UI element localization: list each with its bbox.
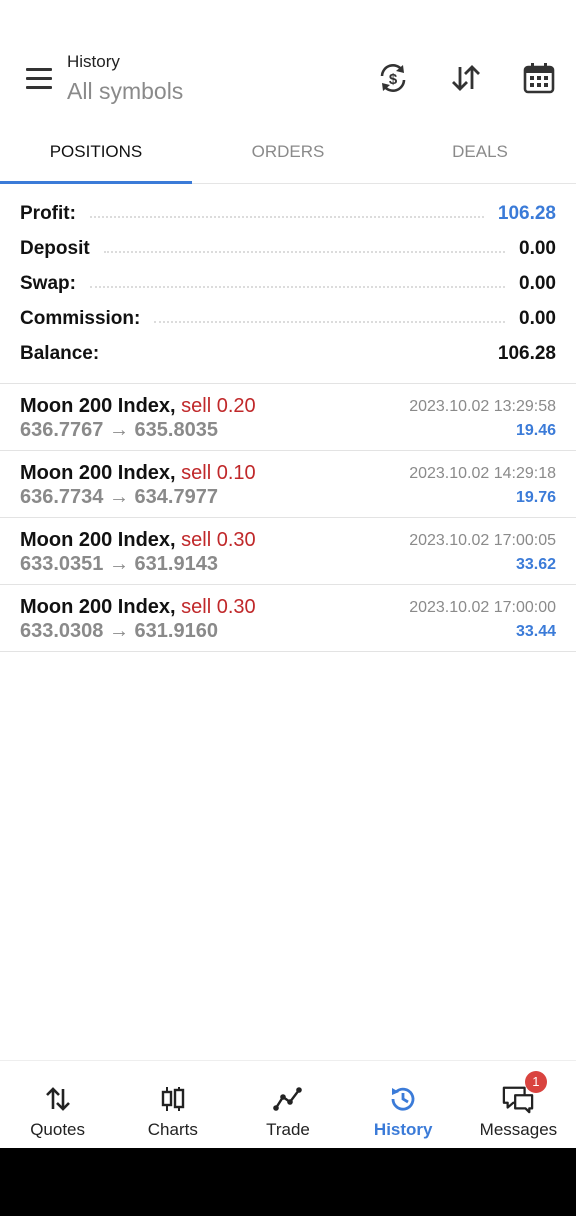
symbol-name: Moon 200 Index, bbox=[20, 462, 176, 484]
close-price: 631.9160 bbox=[134, 620, 218, 642]
summary-label: Balance: bbox=[20, 342, 100, 364]
summary-row-swap: Swap: 0.00 bbox=[0, 266, 576, 301]
summary-row-commission: Commission: 0.00 bbox=[0, 301, 576, 336]
trade-side: sell 0.30 bbox=[181, 529, 256, 551]
trade-side: sell 0.30 bbox=[181, 596, 256, 618]
position-profit: 19.76 bbox=[515, 489, 556, 506]
nav-label: Trade bbox=[266, 1120, 310, 1139]
price-range: 633.0308 → 631.9160 bbox=[20, 620, 218, 643]
price-range: 636.7767 → 635.8035 bbox=[20, 419, 218, 442]
arrow-icon: → bbox=[108, 553, 129, 575]
arrow-icon: → bbox=[108, 419, 129, 441]
list-item[interactable]: Moon 200 Index, sell 0.30 633.0308 → 631… bbox=[0, 585, 576, 652]
position-time: 2023.10.02 13:29:58 bbox=[409, 398, 556, 415]
position-symbol: Moon 200 Index, sell 0.30 bbox=[20, 596, 256, 619]
position-symbol: Moon 200 Index, sell 0.10 bbox=[20, 462, 256, 485]
trade-side: sell 0.20 bbox=[181, 395, 256, 417]
list-item[interactable]: Moon 200 Index, sell 0.10 636.7734 → 634… bbox=[0, 451, 576, 518]
nav-messages[interactable]: 1 Messages bbox=[461, 1061, 576, 1148]
symbol-name: Moon 200 Index, bbox=[20, 529, 176, 551]
list-item[interactable]: Moon 200 Index, sell 0.30 633.0351 → 631… bbox=[0, 518, 576, 585]
position-time: 2023.10.02 17:00:00 bbox=[409, 599, 556, 616]
nav-history[interactable]: History bbox=[346, 1061, 461, 1148]
summary-label: Commission: bbox=[20, 307, 141, 329]
position-time: 2023.10.02 17:00:05 bbox=[409, 532, 556, 549]
dotted-leader bbox=[89, 215, 484, 218]
symbol-name: Moon 200 Index, bbox=[20, 395, 176, 417]
close-price: 635.8035 bbox=[134, 419, 218, 441]
open-price: 633.0308 bbox=[20, 620, 104, 642]
dotted-leader bbox=[103, 250, 506, 253]
trade-line-icon bbox=[272, 1083, 304, 1115]
position-profit: 33.62 bbox=[515, 556, 556, 573]
summary-row-profit: Profit: 106.28 bbox=[0, 196, 576, 231]
positions-list: Moon 200 Index, sell 0.20 636.7767 → 635… bbox=[0, 384, 576, 652]
trade-side: sell 0.10 bbox=[181, 462, 256, 484]
candlestick-icon bbox=[157, 1083, 189, 1115]
position-profit: 19.46 bbox=[515, 422, 556, 439]
price-range: 633.0351 → 631.9143 bbox=[20, 553, 218, 576]
summary-row-deposit: Deposit 0.00 bbox=[0, 231, 576, 266]
symbol-name: Moon 200 Index, bbox=[20, 596, 176, 618]
position-profit: 33.44 bbox=[515, 623, 556, 640]
system-navigation-bar bbox=[0, 1148, 576, 1216]
summary-label: Swap: bbox=[20, 272, 76, 294]
messages-icon bbox=[502, 1083, 534, 1115]
position-symbol: Moon 200 Index, sell 0.20 bbox=[20, 395, 256, 418]
arrow-icon: → bbox=[108, 620, 129, 642]
summary-value: 106.28 bbox=[497, 342, 556, 364]
open-price: 636.7734 bbox=[20, 486, 104, 508]
price-range: 636.7734 → 634.7977 bbox=[20, 486, 218, 509]
arrow-icon: → bbox=[108, 486, 129, 508]
list-item[interactable]: Moon 200 Index, sell 0.20 636.7767 → 635… bbox=[0, 384, 576, 451]
summary-value: 0.00 bbox=[519, 272, 556, 294]
history-tabs: POSITIONS ORDERS DEALS bbox=[0, 122, 576, 184]
history-clock-icon bbox=[387, 1083, 419, 1115]
unread-badge: 1 bbox=[524, 1071, 547, 1093]
summary-value: 0.00 bbox=[519, 237, 556, 259]
nav-trade[interactable]: Trade bbox=[230, 1061, 345, 1148]
summary-label: Deposit bbox=[20, 237, 90, 259]
close-price: 634.7977 bbox=[134, 486, 218, 508]
dotted-leader bbox=[89, 285, 506, 288]
nav-quotes[interactable]: Quotes bbox=[0, 1061, 115, 1148]
summary-value: 106.28 bbox=[497, 202, 556, 224]
svg-text:$: $ bbox=[389, 71, 398, 88]
symbol-filter[interactable]: All symbols bbox=[67, 78, 184, 104]
nav-label: History bbox=[373, 1120, 433, 1139]
open-price: 633.0351 bbox=[20, 553, 104, 575]
open-price: 636.7767 bbox=[20, 419, 104, 441]
divider bbox=[0, 383, 576, 384]
currency-refresh-icon[interactable]: $ bbox=[365, 52, 421, 104]
nav-label: Quotes bbox=[30, 1120, 85, 1139]
nav-charts[interactable]: Charts bbox=[115, 1061, 230, 1148]
menu-icon[interactable] bbox=[14, 52, 64, 104]
sort-icon[interactable] bbox=[438, 52, 494, 104]
tab-deals[interactable]: DEALS bbox=[452, 142, 508, 161]
dotted-leader bbox=[154, 320, 506, 323]
position-time: 2023.10.02 14:29:18 bbox=[409, 465, 556, 482]
nav-label: Messages bbox=[479, 1120, 558, 1139]
dotted-leader bbox=[113, 356, 484, 358]
app-header: History All symbols $ bbox=[0, 0, 576, 122]
bottom-navigation: Quotes Charts Trade bbox=[0, 1060, 576, 1148]
summary-label: Profit: bbox=[20, 202, 76, 224]
quotes-arrows-icon bbox=[42, 1083, 74, 1115]
summary-value: 0.00 bbox=[519, 307, 556, 329]
tab-orders[interactable]: ORDERS bbox=[251, 142, 325, 161]
account-summary: Profit: 106.28 Deposit 0.00 Swap: 0.00 C… bbox=[0, 196, 576, 371]
header-title: History bbox=[67, 52, 120, 71]
tab-positions[interactable]: POSITIONS bbox=[0, 122, 192, 184]
calendar-icon[interactable] bbox=[511, 52, 567, 104]
position-symbol: Moon 200 Index, sell 0.30 bbox=[20, 529, 256, 552]
nav-label: Charts bbox=[147, 1120, 198, 1139]
close-price: 631.9143 bbox=[134, 553, 218, 575]
summary-row-balance: Balance: 106.28 bbox=[0, 336, 576, 371]
